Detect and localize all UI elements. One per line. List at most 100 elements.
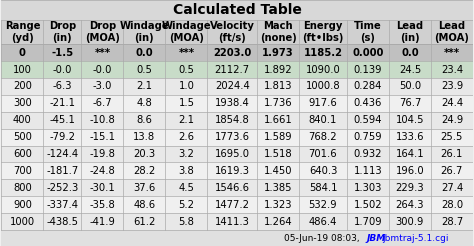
Text: 1.892: 1.892 [264,65,292,75]
Text: 0.0: 0.0 [136,48,153,58]
Text: -79.2: -79.2 [49,132,75,142]
Text: 500: 500 [13,132,32,142]
Text: ***: *** [444,48,460,58]
Text: 0.436: 0.436 [354,98,382,108]
Bar [1,146,473,162]
Text: 1.736: 1.736 [264,98,292,108]
Bar [1,61,473,78]
Text: 1773.6: 1773.6 [215,132,250,142]
Text: 2.1: 2.1 [137,81,152,92]
Text: Windage
(in): Windage (in) [119,21,169,43]
Bar [1,78,473,95]
Text: ***: *** [178,48,194,58]
Text: 5.8: 5.8 [178,216,194,227]
Text: 1.661: 1.661 [264,115,292,125]
Text: 917.6: 917.6 [309,98,337,108]
Text: 400: 400 [13,115,32,125]
Text: Velocity
(ft/s): Velocity (ft/s) [210,21,255,43]
Text: 1.113: 1.113 [354,166,382,176]
Bar [1,112,473,129]
Text: 1090.0: 1090.0 [306,65,340,75]
Text: -337.4: -337.4 [46,200,78,210]
Text: -45.1: -45.1 [49,115,75,125]
Bar [1,213,473,230]
Text: 800: 800 [13,183,32,193]
Text: -41.9: -41.9 [90,216,115,227]
Text: 1546.6: 1546.6 [215,183,250,193]
Text: -0.0: -0.0 [92,65,112,75]
Bar [1,129,473,146]
Text: 300: 300 [13,98,32,108]
Text: 1477.2: 1477.2 [215,200,250,210]
Text: 0.759: 0.759 [354,132,382,142]
Text: 1.502: 1.502 [354,200,382,210]
Text: 0.0: 0.0 [401,48,419,58]
Text: 133.6: 133.6 [396,132,424,142]
Text: 1.813: 1.813 [264,81,292,92]
Text: 196.0: 196.0 [396,166,424,176]
Bar [1,20,473,44]
Text: 5.2: 5.2 [178,200,194,210]
Text: 1695.0: 1695.0 [215,149,250,159]
Text: -0.0: -0.0 [53,65,72,75]
Text: 0.5: 0.5 [178,65,194,75]
Text: 4.8: 4.8 [137,98,152,108]
Text: 700: 700 [13,166,32,176]
Text: 1.0: 1.0 [178,81,194,92]
Text: 840.1: 840.1 [309,115,337,125]
Text: 1.323: 1.323 [264,200,292,210]
Text: 23.9: 23.9 [441,81,463,92]
Text: 0.5: 0.5 [137,65,152,75]
Text: 37.6: 37.6 [133,183,155,193]
Text: 2203.0: 2203.0 [213,48,251,58]
Text: 50.0: 50.0 [399,81,421,92]
Text: Energy
(ft•lbs): Energy (ft•lbs) [302,21,344,43]
Text: 2024.4: 2024.4 [215,81,250,92]
Text: 1.450: 1.450 [264,166,292,176]
Text: 1.264: 1.264 [264,216,292,227]
Text: -30.1: -30.1 [90,183,115,193]
Text: 1.385: 1.385 [264,183,292,193]
Text: jbmtraj-5.1.cgi: jbmtraj-5.1.cgi [383,233,449,243]
Text: Windage
(MOA): Windage (MOA) [162,21,211,43]
Text: 900: 900 [13,200,32,210]
Text: 13.8: 13.8 [133,132,155,142]
Text: 05-Jun-19 08:03,: 05-Jun-19 08:03, [284,233,365,243]
Text: -6.3: -6.3 [53,81,72,92]
Text: 76.7: 76.7 [399,98,421,108]
Text: -124.4: -124.4 [46,149,78,159]
Text: 768.2: 768.2 [309,132,337,142]
Text: Range
(yd): Range (yd) [5,21,40,43]
Text: ***: *** [94,48,110,58]
Text: 701.6: 701.6 [309,149,337,159]
Text: -24.8: -24.8 [90,166,115,176]
Text: 23.4: 23.4 [441,65,463,75]
Text: 4.5: 4.5 [178,183,194,193]
Text: -15.1: -15.1 [89,132,115,142]
Text: 104.5: 104.5 [396,115,424,125]
Text: 1.303: 1.303 [354,183,382,193]
Text: 28.2: 28.2 [133,166,155,176]
Text: -252.3: -252.3 [46,183,79,193]
Text: 1.973: 1.973 [262,48,294,58]
Text: 2.6: 2.6 [178,132,194,142]
Text: 200: 200 [13,81,32,92]
Text: 24.5: 24.5 [399,65,421,75]
Text: -438.5: -438.5 [46,216,78,227]
Text: 1411.3: 1411.3 [215,216,250,227]
Text: 28.7: 28.7 [441,216,463,227]
Text: 0.139: 0.139 [354,65,382,75]
Text: 25.5: 25.5 [441,132,463,142]
Text: 3.8: 3.8 [179,166,194,176]
Text: -21.1: -21.1 [49,98,75,108]
Text: -1.5: -1.5 [51,48,73,58]
Text: 20.3: 20.3 [133,149,155,159]
Text: -6.7: -6.7 [92,98,112,108]
Text: 26.7: 26.7 [441,166,463,176]
Text: 1.5: 1.5 [178,98,194,108]
Bar [1,95,473,112]
Text: Drop
(in): Drop (in) [49,21,76,43]
Text: 28.0: 28.0 [441,200,463,210]
Text: 1.589: 1.589 [264,132,292,142]
Text: 1938.4: 1938.4 [215,98,250,108]
